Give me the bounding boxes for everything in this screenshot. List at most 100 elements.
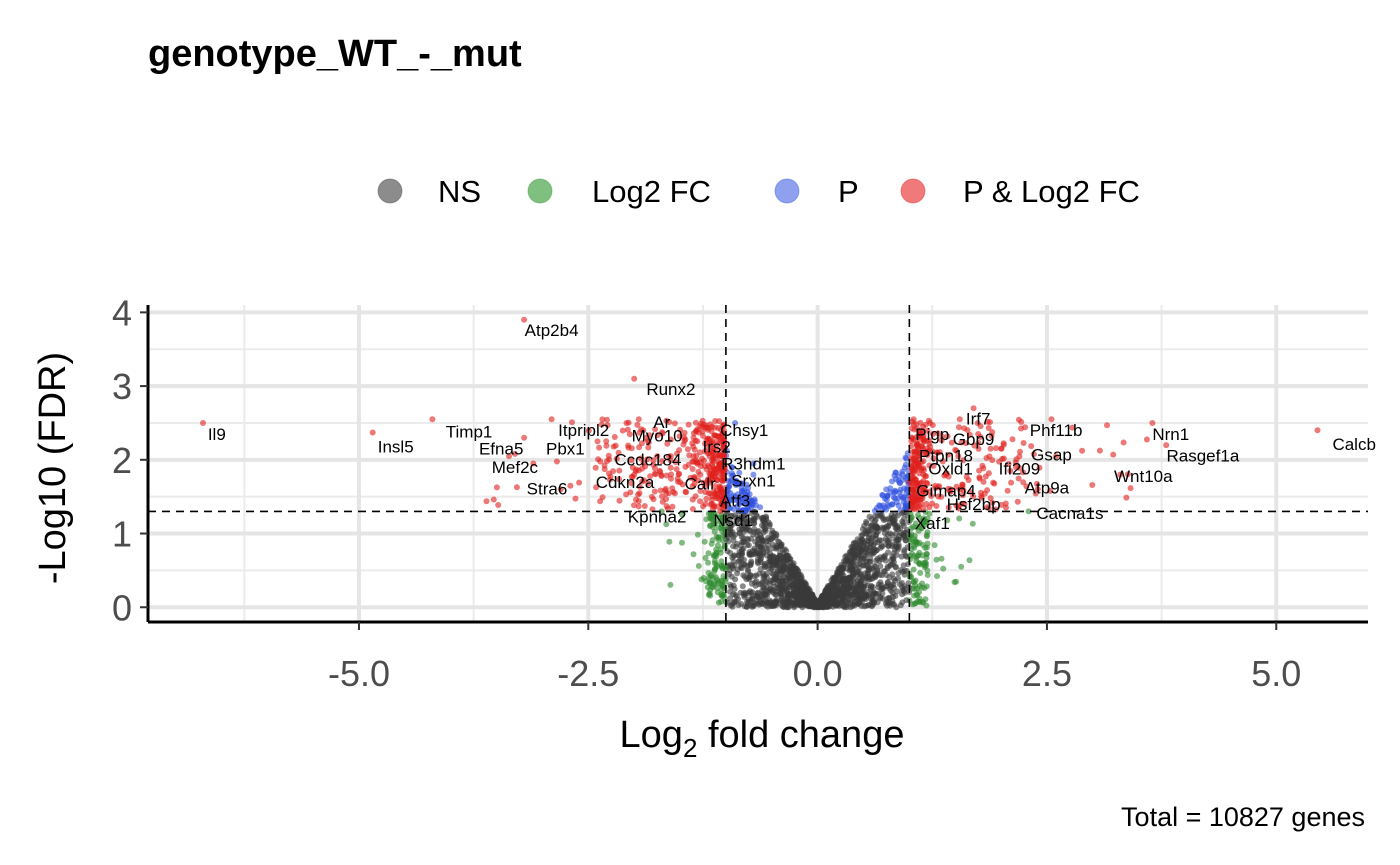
legend: NS Log2 FC P P & Log2 FC <box>377 174 1140 209</box>
data-point <box>730 543 737 550</box>
data-point <box>576 479 583 486</box>
data-point <box>856 552 863 559</box>
data-point <box>928 493 935 499</box>
data-point <box>749 498 755 505</box>
legend-label: NS <box>438 174 481 209</box>
data-point <box>1104 422 1110 429</box>
data-point <box>770 553 777 560</box>
data-point <box>943 471 949 478</box>
data-point <box>933 556 940 563</box>
data-point <box>751 516 758 523</box>
data-point <box>940 565 947 572</box>
data-point <box>702 448 708 455</box>
data-point <box>982 473 989 480</box>
data-point <box>697 488 704 494</box>
data-point <box>809 592 816 599</box>
data-point <box>883 486 890 493</box>
data-point <box>638 455 645 462</box>
data-point <box>898 567 904 573</box>
data-point <box>680 441 687 448</box>
gene-label: Myo10 <box>632 426 683 445</box>
data-point <box>892 511 899 517</box>
data-point <box>709 537 716 544</box>
data-point <box>639 478 646 485</box>
data-point <box>601 462 608 469</box>
data-point <box>933 449 940 456</box>
data-point <box>595 456 602 463</box>
data-point <box>679 539 685 546</box>
data-point <box>697 498 703 505</box>
data-point <box>865 538 872 545</box>
data-point <box>886 574 893 581</box>
data-point <box>868 584 875 591</box>
x-axis-title: Log2 fold change <box>620 714 905 763</box>
data-point <box>715 451 722 458</box>
data-point <box>916 496 923 503</box>
data-point <box>865 602 871 609</box>
data-point <box>927 443 934 450</box>
data-point <box>912 520 919 527</box>
data-point <box>748 504 755 511</box>
data-point <box>872 590 879 597</box>
data-point <box>619 427 626 434</box>
grid <box>148 305 1368 622</box>
data-point <box>817 598 824 605</box>
data-point <box>877 513 884 520</box>
data-point <box>1007 467 1014 474</box>
data-point <box>692 419 699 426</box>
data-point <box>877 594 884 601</box>
data-point <box>1034 486 1041 493</box>
data-point <box>964 427 971 434</box>
data-point <box>703 424 710 431</box>
data-point <box>712 483 718 490</box>
data-point <box>713 546 720 553</box>
data-point <box>944 517 951 524</box>
data-point <box>521 316 528 323</box>
gene-label: Calcb <box>1332 435 1375 454</box>
data-point <box>955 453 962 460</box>
data-point <box>721 452 727 459</box>
gene-label: Nsd1 <box>713 511 753 530</box>
data-point <box>719 583 726 590</box>
data-point <box>761 526 768 533</box>
data-point <box>919 599 926 606</box>
data-point <box>745 596 752 603</box>
data-point <box>911 592 917 599</box>
gene-label: Rasgef1a <box>1167 446 1240 465</box>
data-point <box>944 433 951 440</box>
data-point <box>697 459 704 466</box>
data-point <box>739 583 746 590</box>
data-point <box>623 420 630 426</box>
data-point <box>978 489 984 496</box>
data-point <box>1048 416 1055 423</box>
data-point <box>631 375 638 382</box>
y-tick-label: 0 <box>112 587 132 628</box>
data-point <box>911 552 918 559</box>
data-point <box>917 570 924 576</box>
data-point <box>848 582 855 589</box>
data-point <box>805 588 812 595</box>
data-point <box>729 563 736 570</box>
data-point <box>1110 451 1117 458</box>
data-point <box>694 531 701 538</box>
data-point <box>738 533 745 540</box>
data-point <box>719 501 726 508</box>
data-point <box>882 557 889 564</box>
data-point <box>717 484 724 491</box>
data-point <box>898 493 905 500</box>
data-point <box>687 474 694 481</box>
data-points <box>200 316 1321 611</box>
data-point <box>625 442 632 449</box>
x-tick-label: 2.5 <box>1022 653 1072 694</box>
data-point <box>987 445 994 452</box>
data-point <box>921 562 928 569</box>
data-point <box>1123 494 1130 501</box>
data-point <box>975 445 982 452</box>
data-point <box>923 583 930 590</box>
data-point <box>855 561 862 568</box>
data-point <box>748 560 755 567</box>
y-tick-label: 4 <box>112 292 132 333</box>
data-point <box>909 418 916 425</box>
data-point <box>914 441 920 448</box>
data-point <box>734 503 741 510</box>
